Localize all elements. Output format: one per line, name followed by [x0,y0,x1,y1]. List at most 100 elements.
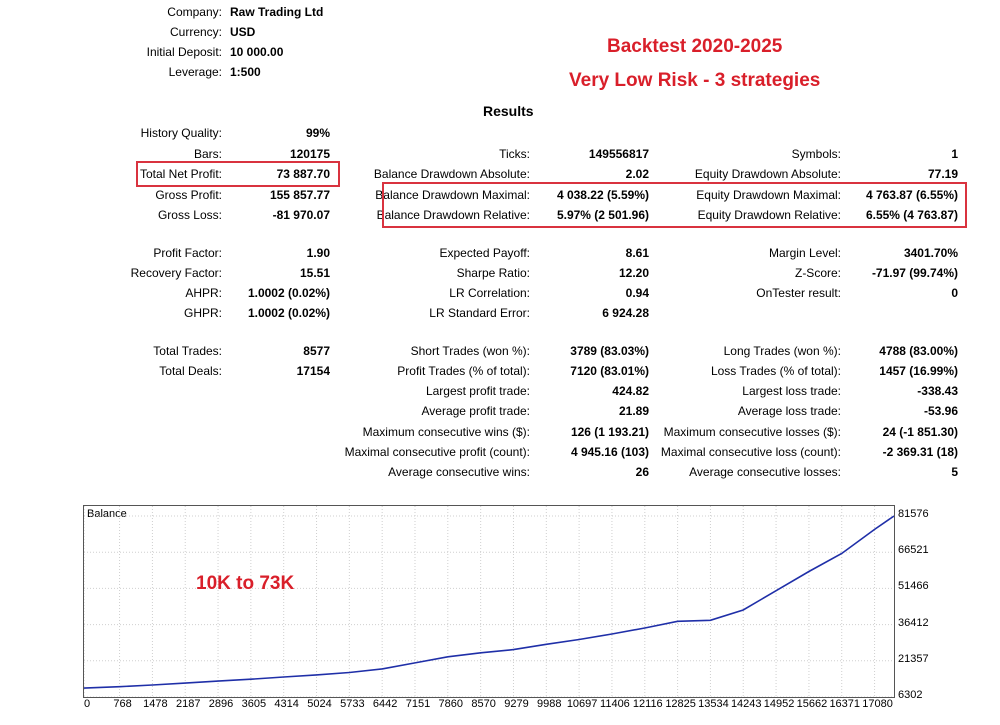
ghpr-value: 1.0002 (0.02%) [247,306,330,320]
edd-rel-value: 6.55% (4 763.87) [865,208,958,222]
history-quality-label: History Quality: [140,126,222,140]
recovery-factor-label: Recovery Factor: [130,266,222,280]
x-tick-label: 5733 [340,698,365,710]
total-net-profit-value: 73 887.70 [276,167,330,181]
gross-loss-value: -81 970.07 [272,208,330,222]
y-tick-label: 66521 [898,544,929,557]
max-cons-loss-value: -2 369.31 (18) [882,445,958,459]
edd-max-value: 4 763.87 (6.55%) [865,188,958,202]
avg-cons-losses-label: Average consecutive losses: [689,465,841,479]
bdd-rel-label: Balance Drawdown Relative: [376,208,530,222]
margin-level-value: 3401.70% [903,246,958,260]
ahpr-value: 1.0002 (0.02%) [247,286,330,300]
margin-level-label: Margin Level: [768,246,841,260]
avg-profit-label: Average profit trade: [421,404,530,418]
bdd-max-value: 4 038.22 (5.59%) [556,188,649,202]
profit-factor-value: 1.90 [306,246,330,260]
y-tick-label: 21357 [898,652,929,665]
x-tick-label: 2187 [175,698,201,710]
x-tick-label: 11406 [600,698,630,710]
x-tick-label: 14243 [730,698,762,710]
x-tick-label: 4314 [274,698,299,710]
x-tick-label: 6442 [372,698,398,710]
ontester-value: 0 [951,286,958,300]
largest-profit-label: Largest profit trade: [425,384,530,398]
results-title: Results [483,103,534,119]
balance-chart-plot [84,506,894,697]
largest-loss-label: Largest loss trade: [742,384,841,398]
leverage-label: Leverage: [168,65,222,79]
balance-series-line [84,515,894,689]
balance-chart: Balance [83,505,895,698]
avg-cons-losses-value: 5 [951,465,958,479]
loss-trades-label: Loss Trades (% of total): [710,364,841,378]
long-trades-label: Long Trades (won %): [723,344,841,358]
x-tick-label: 9279 [504,698,529,710]
max-cons-losses-label: Maximum consecutive losses ($): [663,425,841,439]
total-trades-label: Total Trades: [153,344,222,358]
chart-title: Balance [87,508,127,520]
edd-abs-value: 77.19 [927,167,958,181]
profit-factor-label: Profit Factor: [153,246,222,260]
symbols-label: Symbols: [791,147,841,161]
x-tick-label: 8570 [471,698,496,710]
lr-error-label: LR Standard Error: [429,306,530,320]
zscore-value: -71.97 (99.74%) [871,266,958,280]
y-tick-label: 36412 [898,616,929,629]
x-tick-label: 17080 [862,698,893,710]
max-cons-wins-value: 126 (1 193.21) [570,425,649,439]
overlay-subtitle: Very Low Risk - 3 strategies [569,70,821,91]
company-value: Raw Trading Ltd [230,5,324,19]
gross-profit-value: 155 857.77 [269,188,330,202]
long-trades-value: 4788 (83.00%) [879,344,958,358]
company-label: Company: [167,5,222,19]
x-tick-label: 12825 [665,698,696,710]
x-tick-label: 5024 [307,698,332,710]
max-cons-profit-value: 4 945.16 (103) [570,445,649,459]
bdd-rel-value: 5.97% (2 501.96) [556,208,649,222]
total-deals-label: Total Deals: [159,364,222,378]
x-tick-label: 15662 [796,698,828,710]
x-tick-label: 7151 [405,698,431,710]
total-trades-value: 8577 [303,344,330,358]
avg-loss-label: Average loss trade: [737,404,841,418]
x-tick-label: 14952 [763,698,795,710]
lr-correlation-label: LR Correlation: [449,286,530,300]
largest-profit-value: 424.82 [612,384,649,398]
profit-trades-label: Profit Trades (% of total): [397,364,530,378]
x-tick-label: 1478 [143,698,168,710]
lr-error-value: 6 924.28 [602,306,649,320]
lr-correlation-value: 0.94 [625,286,649,300]
loss-trades-value: 1457 (16.99%) [879,364,958,378]
x-tick-label: 10697 [566,698,598,710]
avg-cons-wins-value: 26 [635,465,649,479]
chart-note: 10K to 73K [196,573,295,594]
ticks-value: 149556817 [588,147,649,161]
currency-label: Currency: [169,25,222,39]
expected-payoff-value: 8.61 [625,246,649,260]
x-tick-label: 3605 [241,698,267,710]
total-deals-value: 17154 [296,364,330,378]
bdd-abs-label: Balance Drawdown Absolute: [373,167,530,181]
edd-rel-label: Equity Drawdown Relative: [697,208,841,222]
max-cons-profit-label: Maximal consecutive profit (count): [344,445,530,459]
symbols-value: 1 [951,147,958,161]
avg-profit-value: 21.89 [618,404,649,418]
edd-abs-label: Equity Drawdown Absolute: [694,167,841,181]
gross-profit-label: Gross Profit: [155,188,222,202]
x-tick-label: 7860 [438,698,464,710]
drawdown-highlight [382,182,967,228]
leverage-value: 1:500 [230,65,261,79]
y-tick-label: 51466 [898,580,929,593]
deposit-label: Initial Deposit: [146,45,222,59]
short-trades-value: 3789 (83.03%) [570,344,649,358]
sharpe-label: Sharpe Ratio: [456,266,530,280]
gross-loss-label: Gross Loss: [157,208,222,222]
x-tick-label: 768 [113,698,132,710]
max-cons-losses-value: 24 (-1 851.30) [882,425,958,439]
bdd-max-label: Balance Drawdown Maximal: [375,188,530,202]
ticks-label: Ticks: [499,147,530,161]
largest-loss-value: -338.43 [917,384,958,398]
ontester-label: OnTester result: [756,286,841,300]
sharpe-value: 12.20 [618,266,649,280]
